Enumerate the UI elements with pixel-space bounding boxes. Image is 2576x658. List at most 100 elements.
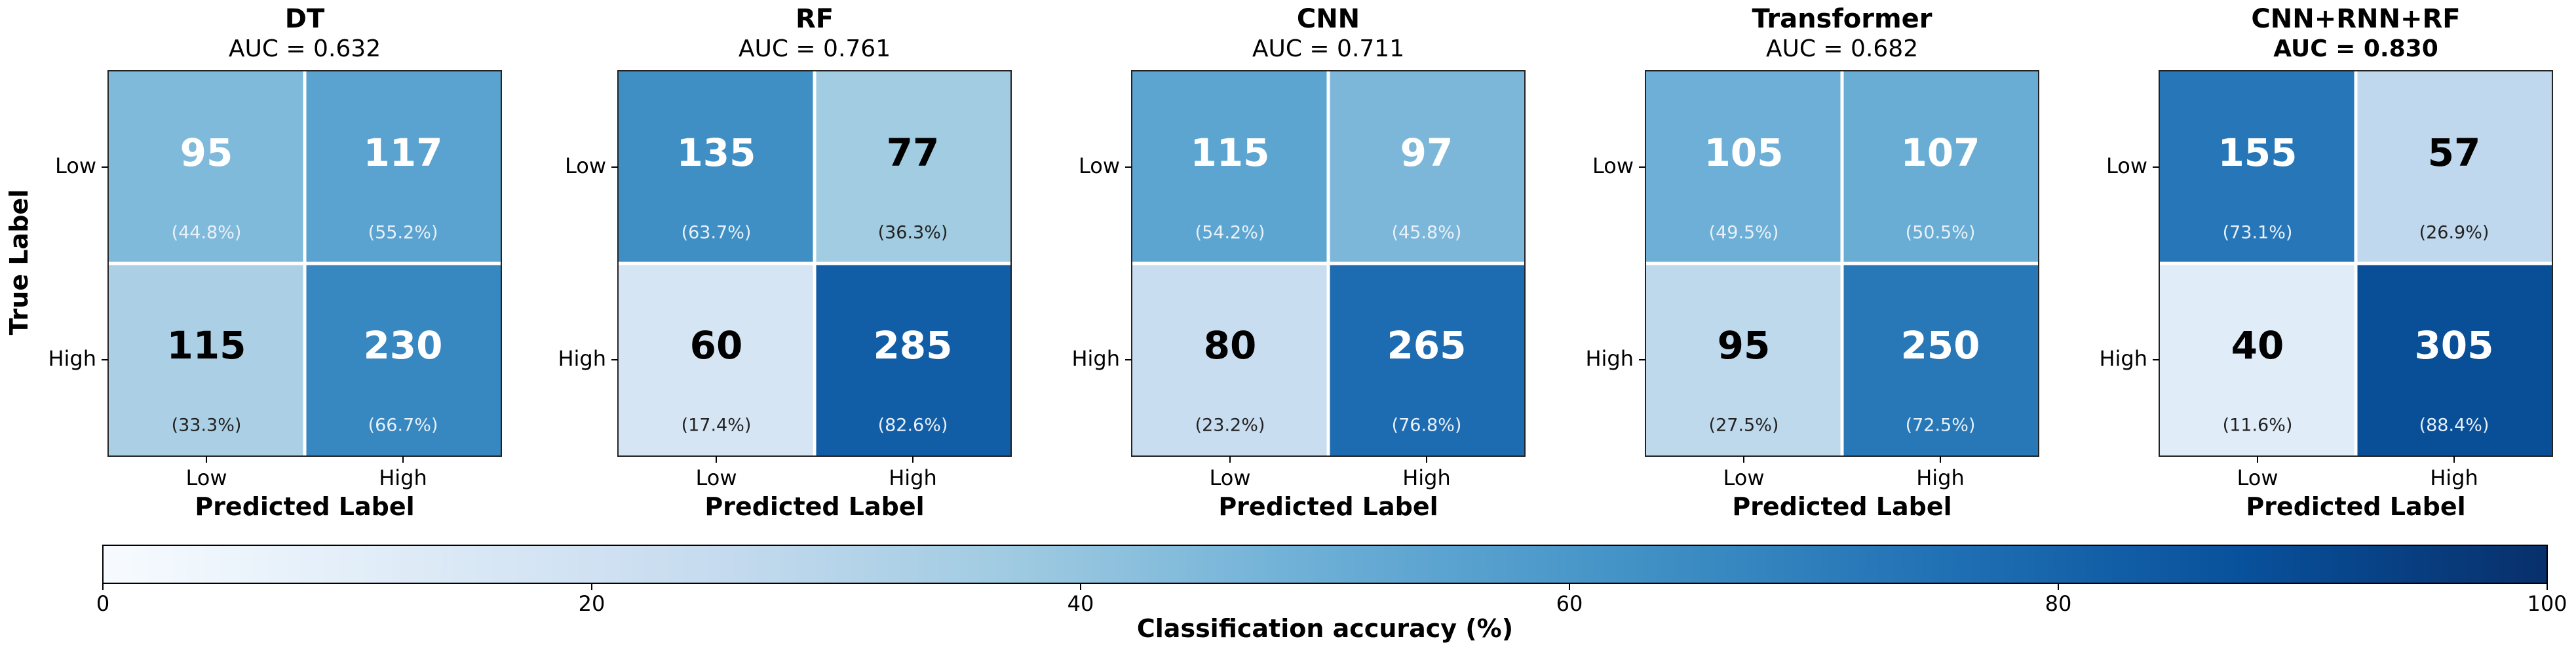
panel-auc: AUC = 0.632 [229, 35, 381, 62]
panel-auc: AUC = 0.711 [1252, 35, 1404, 62]
cell-percent: (72.5%) [1906, 416, 1976, 436]
cell-percent: (27.5%) [1709, 416, 1779, 436]
matrix-cell [1645, 263, 1842, 456]
cell-count: 135 [676, 130, 756, 175]
cell-percent: (54.2%) [1195, 223, 1265, 243]
y-axis-label: True Label [5, 189, 33, 335]
matrix-cell [1645, 71, 1842, 263]
cell-percent: (17.4%) [682, 416, 752, 436]
cell-count: 305 [2414, 323, 2493, 368]
cell-percent: (76.8%) [1392, 416, 1462, 436]
colorbar-label: Classification accuracy (%) [1137, 614, 1513, 643]
cell-percent: (73.1%) [2223, 223, 2293, 243]
cell-percent: (82.6%) [878, 416, 948, 436]
x-tick-label: High [1916, 465, 1965, 490]
matrix-cell [2356, 71, 2552, 263]
cell-percent: (88.4%) [2419, 416, 2489, 436]
y-tick-label: Low [2106, 153, 2147, 178]
colorbar-tick-label: 20 [579, 591, 606, 616]
cell-count: 57 [2428, 130, 2481, 175]
cell-percent: (55.2%) [368, 223, 438, 243]
cell-percent: (63.7%) [682, 223, 752, 243]
matrix-cell [2159, 71, 2356, 263]
panel-title: CNN+RNN+RF [2251, 4, 2460, 34]
matrix-cell [1132, 71, 1328, 263]
x-axis-label: Predicted Label [195, 492, 414, 521]
cell-percent: (66.7%) [368, 416, 438, 436]
cell-percent: (45.8%) [1392, 223, 1462, 243]
x-axis-label: Predicted Label [1732, 492, 1951, 521]
y-tick-label: High [1071, 346, 1120, 371]
colorbar-tick-label: 100 [2527, 591, 2567, 616]
matrix-cell [618, 263, 815, 456]
cell-percent: (33.3%) [172, 416, 242, 436]
colorbar: 0 20 40 60 80 100 Classification accuracy (%) [96, 545, 2567, 643]
matrix-cell [2356, 263, 2552, 456]
cell-percent: (11.6%) [2223, 416, 2293, 436]
y-tick-label: Low [565, 153, 606, 178]
matrix-cell [815, 71, 1011, 263]
x-tick-label: Low [185, 465, 227, 490]
cell-count: 80 [1204, 323, 1257, 368]
matrix-frame [1131, 70, 1526, 457]
x-tick-label: High [2430, 465, 2478, 490]
cell-count: 117 [363, 130, 442, 175]
matrix-cell [1328, 263, 1525, 456]
panel-title: RF [796, 4, 834, 34]
y-tick-label: Low [1592, 153, 1634, 178]
y-tick-label: Low [1079, 153, 1120, 178]
cell-count: 115 [166, 323, 246, 368]
cell-percent: (26.9%) [2419, 223, 2489, 243]
cell-percent: (36.3%) [878, 223, 948, 243]
x-axis-label: Predicted Label [704, 492, 924, 521]
matrix-frame [1645, 70, 2039, 457]
cell-count: 40 [2231, 323, 2284, 368]
matrix-frame [107, 70, 502, 457]
x-tick-label: High [1402, 465, 1451, 490]
panel-title: DT [285, 4, 325, 34]
panel-title: Transformer [1752, 4, 1932, 34]
cell-count: 155 [2218, 130, 2297, 175]
matrix-cell [1842, 71, 2039, 263]
colorbar-tick-label: 0 [96, 591, 109, 616]
matrix-cell [1842, 263, 2039, 456]
matrix-cell [108, 71, 305, 263]
colorbar-gradient [102, 545, 2548, 584]
x-axis-label: Predicted Label [1218, 492, 1438, 521]
matrix-cell [305, 71, 501, 263]
y-tick-label: High [1585, 346, 1634, 371]
cell-count: 285 [873, 323, 952, 368]
panel-title: CNN [1297, 4, 1360, 34]
x-tick-label: Low [1723, 465, 1764, 490]
x-axis-label: Predicted Label [2246, 492, 2465, 521]
cell-count: 250 [1900, 323, 1980, 368]
matrix-cell [815, 263, 1011, 456]
cell-percent: (44.8%) [172, 223, 242, 243]
matrix-cell [1328, 71, 1525, 263]
matrix-cell [2159, 263, 2356, 456]
cell-count: 95 [180, 130, 233, 175]
colorbar-tick-label: 80 [2045, 591, 2072, 616]
matrix-cell [108, 263, 305, 456]
cell-percent: (49.5%) [1709, 223, 1779, 243]
x-tick-label: Low [695, 465, 737, 490]
cell-count: 230 [363, 323, 442, 368]
cell-count: 95 [1718, 323, 1771, 368]
x-tick-label: High [889, 465, 937, 490]
cell-count: 97 [1400, 130, 1453, 175]
panel-auc: AUC = 0.682 [1766, 35, 1918, 62]
cell-count: 60 [690, 323, 743, 368]
cell-count: 105 [1704, 130, 1783, 175]
cell-count: 107 [1900, 130, 1980, 175]
y-tick-label: High [2099, 346, 2147, 371]
cell-count: 115 [1190, 130, 1269, 175]
matrix-cell [618, 71, 815, 263]
matrix-frame [2159, 70, 2553, 457]
colorbar-ticks: 0 20 40 60 80 100 [96, 583, 2567, 616]
